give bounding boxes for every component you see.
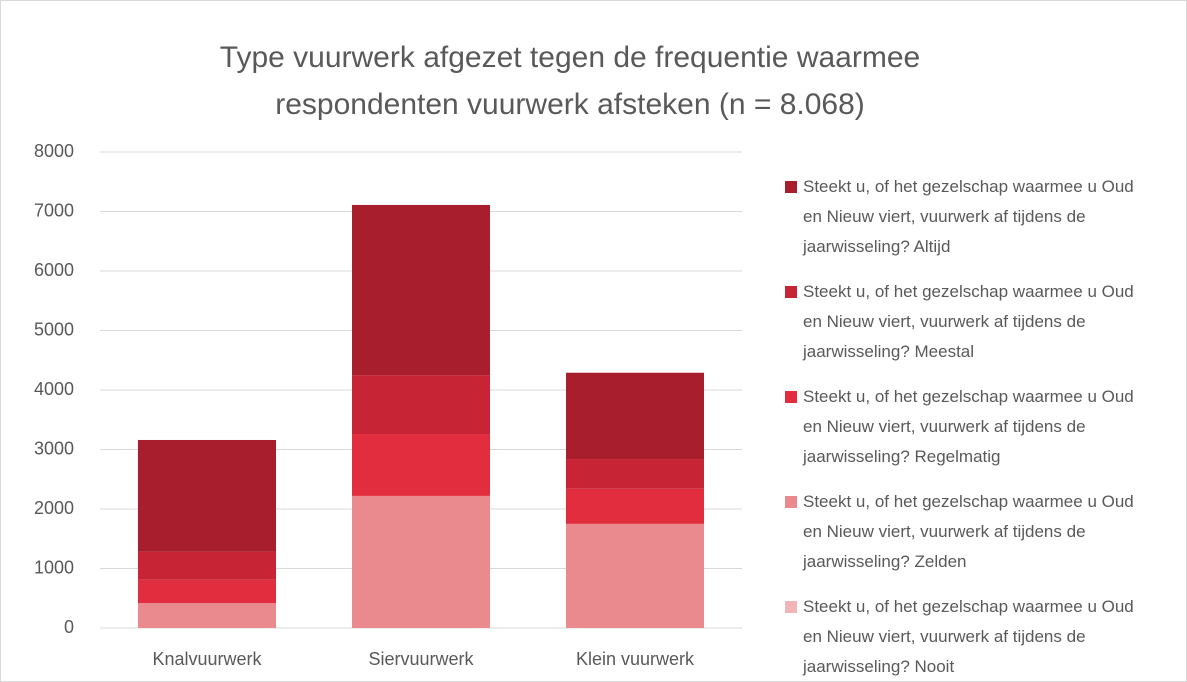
bar-segment (352, 375, 490, 435)
y-tick-label: 5000 (34, 319, 74, 339)
y-tick-label: 7000 (34, 200, 74, 220)
x-tick-label: Siervuurwerk (368, 649, 474, 669)
legend-item: Steekt u, of het gezelschap waarmee u Ou… (785, 487, 1150, 577)
bar-segment (138, 551, 276, 580)
bar-segment (566, 523, 704, 628)
legend-swatch (785, 181, 797, 193)
legend-label: Steekt u, of het gezelschap waarmee u Ou… (803, 177, 1134, 256)
y-tick-label: 4000 (34, 379, 74, 399)
legend-swatch (785, 601, 797, 613)
legend-item: Steekt u, of het gezelschap waarmee u Ou… (785, 592, 1150, 682)
bar-segment (138, 603, 276, 628)
bar-segment (566, 459, 704, 489)
y-tick-label: 2000 (34, 498, 74, 518)
y-tick-label: 1000 (34, 557, 74, 577)
legend-item: Steekt u, of het gezelschap waarmee u Ou… (785, 382, 1150, 472)
legend-label: Steekt u, of het gezelschap waarmee u Ou… (803, 282, 1134, 361)
y-tick-label: 0 (64, 617, 74, 637)
bar-segment (352, 204, 490, 376)
x-tick-label: Knalvuurwerk (152, 649, 262, 669)
legend-item: Steekt u, of het gezelschap waarmee u Ou… (785, 172, 1150, 262)
bar-segment (352, 434, 490, 496)
legend-item: Steekt u, of het gezelschap waarmee u Ou… (785, 277, 1150, 367)
bar-segment (352, 495, 490, 628)
legend-swatch (785, 391, 797, 403)
bar-segment (566, 372, 704, 460)
legend-label: Steekt u, of het gezelschap waarmee u Ou… (803, 387, 1134, 466)
x-tick-label: Klein vuurwerk (576, 649, 695, 669)
y-tick-label: 6000 (34, 260, 74, 280)
y-tick-label: 3000 (34, 438, 74, 458)
y-tick-label: 8000 (34, 141, 74, 161)
legend-label: Steekt u, of het gezelschap waarmee u Ou… (803, 492, 1134, 571)
legend-swatch (785, 496, 797, 508)
legend-swatch (785, 286, 797, 298)
chart-title: Type vuurwerk afgezet tegen de frequenti… (219, 41, 921, 121)
bar-segment (566, 488, 704, 524)
legend-label: Steekt u, of het gezelschap waarmee u Ou… (803, 597, 1134, 676)
bar-segment (138, 439, 276, 552)
bar-segment (138, 579, 276, 604)
